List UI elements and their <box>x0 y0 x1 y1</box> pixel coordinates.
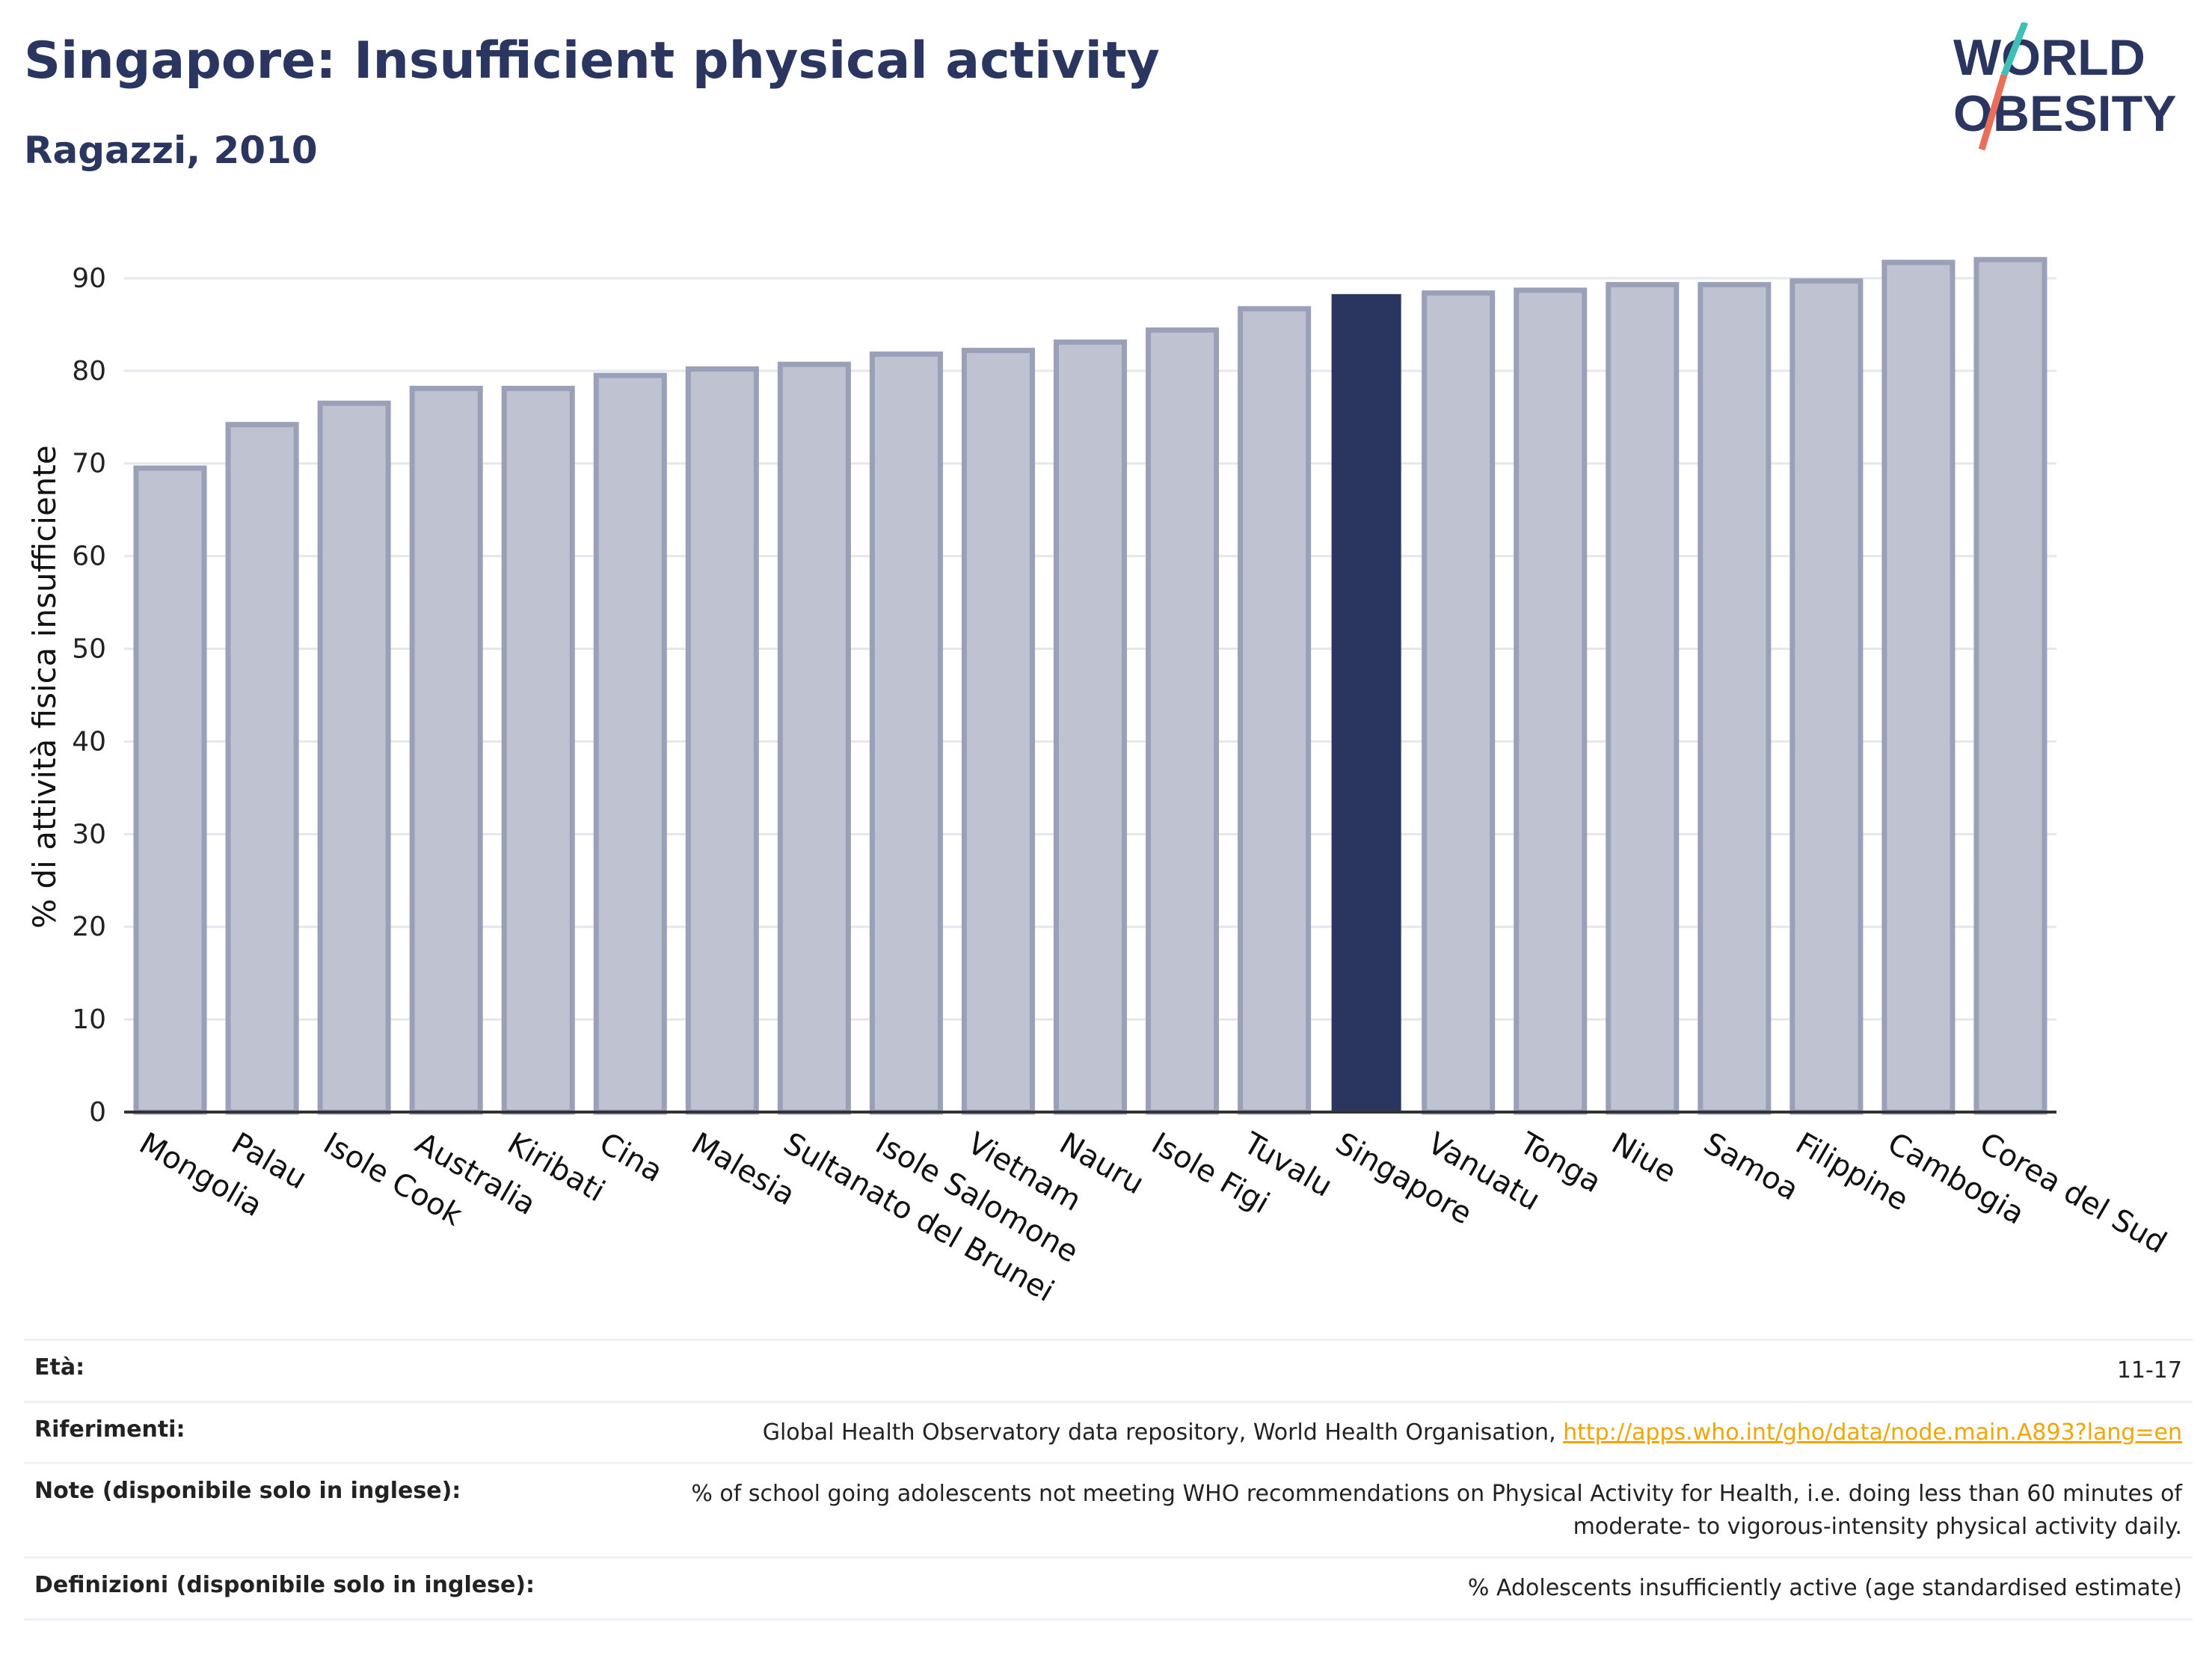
y-tick-label: 80 <box>72 356 106 387</box>
definizioni-label: Definizioni (disponibile solo in inglese… <box>34 1572 535 1598</box>
y-tick-label: 0 <box>89 1097 106 1128</box>
chart-title: Singapore: Insufficient physical activit… <box>24 31 1160 90</box>
y-tick-label: 20 <box>72 912 106 942</box>
bar <box>593 372 667 1115</box>
bar <box>317 400 391 1115</box>
bar <box>409 385 483 1115</box>
bar <box>777 361 851 1115</box>
note-value: % of school going adolescents not meetin… <box>691 1478 2182 1543</box>
riferimenti-value: Global Health Observatory data repositor… <box>763 1416 2182 1449</box>
y-tick-label: 60 <box>72 541 106 572</box>
note-line1: % of school going adolescents not meetin… <box>691 1481 2182 1507</box>
bar <box>961 348 1035 1115</box>
bar <box>1881 260 1956 1115</box>
logo-line1: WORLD <box>1953 29 2145 86</box>
bar <box>869 351 943 1115</box>
chart-subtitle: Ragazzi, 2010 <box>24 129 318 172</box>
info-row-note: Note (disponibile solo in inglese): % of… <box>24 1462 2193 1556</box>
riferimenti-text: Global Health Observatory data repositor… <box>762 1419 1564 1446</box>
bar <box>1331 294 1401 1113</box>
bar <box>501 385 575 1115</box>
note-label: Note (disponibile solo in inglese): <box>34 1478 461 1504</box>
y-axis-title: % di attività fisica insufficiente <box>26 445 63 928</box>
bar <box>1606 282 1680 1115</box>
y-tick-label: 90 <box>72 263 106 294</box>
note-line2: moderate- to vigorous-intensity physical… <box>1573 1513 2182 1540</box>
riferimenti-link[interactable]: http://apps.who.int/gho/data/node.main.A… <box>1563 1419 2182 1446</box>
y-tick-label: 30 <box>72 819 106 850</box>
info-table: Età: 11-17 Riferimenti: Global Health Ob… <box>24 1339 2193 1621</box>
bar <box>1053 339 1128 1115</box>
world-obesity-logo: WORLD OBESITY <box>1953 22 2177 151</box>
x-tick-label: Malesia <box>686 1126 801 1212</box>
riferimenti-label: Riferimenti: <box>34 1416 185 1443</box>
bar <box>133 465 207 1115</box>
y-tick-label: 70 <box>72 449 106 479</box>
bar <box>1514 287 1588 1115</box>
bar <box>1146 327 1220 1115</box>
eta-label: Età: <box>34 1354 85 1381</box>
info-row-riferimenti: Riferimenti: Global Health Observatory d… <box>24 1400 2193 1463</box>
eta-value: 11-17 <box>2116 1357 2182 1384</box>
bar <box>225 422 299 1115</box>
info-row-eta: Età: 11-17 <box>24 1339 2193 1401</box>
bar <box>1789 278 1864 1115</box>
y-tick-label: 10 <box>72 1004 106 1035</box>
bar <box>1973 257 2047 1115</box>
bar <box>1238 306 1312 1115</box>
x-tick-label: Samoa <box>1698 1126 1804 1208</box>
y-tick-label: 50 <box>72 634 106 665</box>
bar <box>685 366 759 1115</box>
definizioni-value: % Adolescents insufficiently active (age… <box>1467 1575 2182 1601</box>
bar <box>1422 290 1496 1115</box>
y-tick-label: 40 <box>72 726 106 757</box>
logo-slash-red <box>1978 73 2008 151</box>
x-tick-label: Niue <box>1606 1126 1682 1190</box>
logo-slash-teal <box>2000 22 2029 76</box>
bar <box>1698 282 1772 1115</box>
info-row-definizioni: Definizioni (disponibile solo in inglese… <box>24 1556 2193 1621</box>
